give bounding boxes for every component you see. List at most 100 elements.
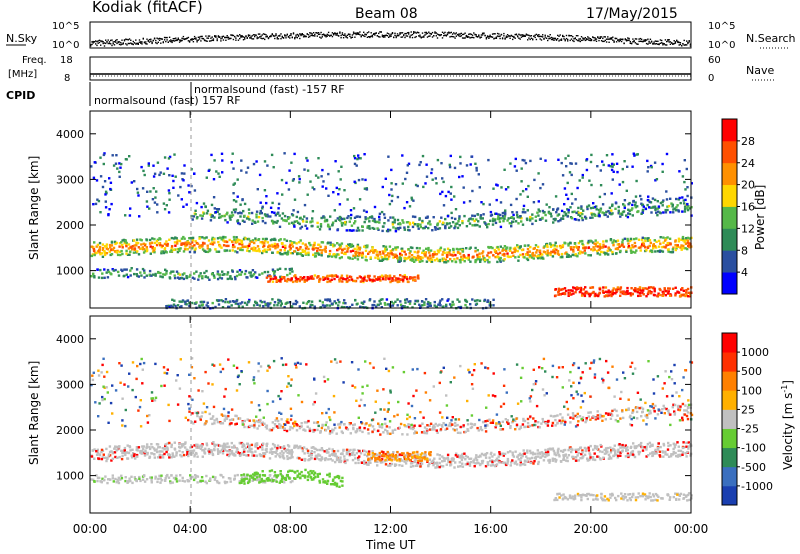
velocity-cell: [168, 454, 172, 457]
power-cell: [649, 206, 653, 209]
power-cell: [499, 217, 502, 220]
power-cell: [563, 187, 567, 190]
power-cell: [442, 180, 445, 184]
power-cell: [570, 173, 573, 177]
power-cell: [581, 212, 584, 216]
power-cell: [537, 208, 540, 211]
velocity-cell: [274, 455, 277, 458]
power-cell: [495, 198, 498, 202]
power-cell: [215, 208, 219, 211]
power-cell: [641, 241, 644, 244]
noise-point: [111, 44, 113, 47]
velocity-cell: [95, 453, 99, 456]
noise-point: [317, 33, 320, 36]
power-cell: [129, 269, 132, 272]
power-cell: [361, 277, 364, 280]
power-cell: [454, 208, 458, 211]
power-cell: [630, 251, 633, 254]
power-cell: [363, 153, 366, 156]
noise-point: [147, 39, 149, 42]
noise-point: [569, 39, 571, 42]
power-cell: [364, 217, 367, 221]
power-cell: [595, 249, 599, 253]
power-cell: [140, 274, 143, 277]
power-cell: [637, 238, 641, 241]
noise-point: [319, 33, 321, 35]
power-cell: [357, 154, 360, 157]
noise-point: [548, 38, 550, 40]
power-cell: [133, 180, 136, 183]
power-cell: [593, 242, 596, 245]
power-cell: [628, 209, 631, 212]
power-cell: [344, 302, 347, 305]
power-cell: [356, 157, 359, 161]
power-cell: [170, 247, 173, 250]
velocity-cell: [419, 465, 422, 468]
power-cell: [306, 193, 309, 196]
power-cell: [252, 304, 256, 307]
power-cell: [639, 246, 642, 249]
power-cell: [273, 301, 277, 304]
power-cell: [324, 298, 327, 301]
power-cell: [163, 247, 167, 250]
power-cell: [678, 170, 681, 173]
noise-point: [110, 43, 112, 45]
power-cell: [566, 255, 569, 258]
velocity-cell: [133, 453, 136, 456]
power-cell: [416, 251, 419, 254]
power-cell: [273, 242, 277, 246]
freq-right-tick-bottom: 0: [708, 73, 714, 84]
velocity-cell: [221, 452, 225, 455]
power-cell: [141, 267, 145, 271]
power-cell: [394, 227, 398, 230]
velocity-cell: [243, 450, 246, 453]
velocity-cell: [204, 447, 207, 450]
power-cell: [516, 244, 519, 247]
power-cell: [576, 255, 579, 258]
power-cell: [478, 225, 481, 228]
power-cell: [338, 215, 342, 219]
noise-point: [370, 35, 372, 37]
power-cell: [336, 217, 339, 220]
power-cell: [454, 253, 457, 257]
power-cell: [666, 236, 669, 239]
noise-point: [237, 39, 240, 41]
noise-point: [347, 33, 350, 36]
velocity-cell: [282, 451, 285, 455]
power-cell: [286, 277, 290, 281]
power-cell: [642, 293, 645, 296]
power-cell: [284, 267, 287, 271]
velocity-cell: [364, 461, 367, 465]
power-cell: [652, 244, 655, 247]
noise-point: [103, 45, 106, 47]
power-cell: [599, 246, 602, 249]
noise-point: [414, 36, 416, 39]
velocity-cell: [247, 454, 250, 457]
power-cell: [611, 212, 614, 215]
power-cell: [290, 267, 293, 270]
noise-point: [607, 36, 609, 38]
power-cell: [178, 277, 181, 280]
velocity-cell: [411, 461, 414, 465]
power-cell: [288, 278, 291, 281]
power-cell: [322, 276, 325, 279]
power-cell: [292, 302, 295, 306]
noise-point: [549, 37, 551, 39]
power-cell: [455, 247, 459, 251]
power-cell: [436, 222, 440, 225]
power-cell: [313, 305, 316, 308]
noise-point: [463, 33, 465, 35]
noise-point: [260, 35, 262, 37]
power-cell: [152, 187, 155, 190]
power-cell: [450, 185, 453, 189]
power-cell: [271, 298, 274, 301]
velocity-cell: [286, 451, 289, 454]
power-cell: [520, 220, 523, 223]
power-cell: [205, 269, 208, 273]
noise-point: [683, 44, 685, 46]
y-tick-label: 2000: [56, 219, 84, 232]
power-cell: [391, 223, 395, 226]
power-cell: [343, 299, 346, 302]
velocity-cell: [271, 452, 274, 455]
power-cell: [307, 247, 310, 251]
